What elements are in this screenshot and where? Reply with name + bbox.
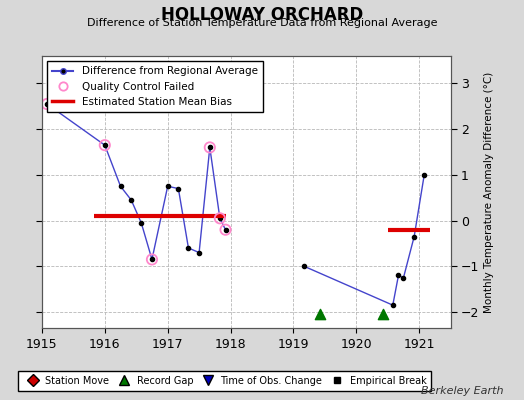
Quality Control Failed bbox=[101, 142, 109, 148]
Quality Control Failed bbox=[221, 226, 230, 233]
Difference from Regional Average bbox=[185, 246, 192, 250]
Text: Berkeley Earth: Berkeley Earth bbox=[421, 386, 503, 396]
Point bbox=[315, 311, 324, 318]
Text: Difference of Station Temperature Data from Regional Average: Difference of Station Temperature Data f… bbox=[87, 18, 437, 28]
Difference from Regional Average bbox=[175, 186, 181, 191]
Difference from Regional Average bbox=[44, 102, 50, 106]
Difference from Regional Average bbox=[206, 145, 213, 150]
Legend: Station Move, Record Gap, Time of Obs. Change, Empirical Break: Station Move, Record Gap, Time of Obs. C… bbox=[18, 371, 431, 391]
Point bbox=[378, 311, 387, 318]
Quality Control Failed bbox=[148, 256, 156, 263]
Difference from Regional Average bbox=[165, 184, 171, 189]
Y-axis label: Monthly Temperature Anomaly Difference (°C): Monthly Temperature Anomaly Difference (… bbox=[484, 71, 494, 313]
Difference from Regional Average bbox=[117, 184, 124, 189]
Difference from Regional Average bbox=[128, 198, 134, 202]
Line: Difference from Regional Average: Difference from Regional Average bbox=[45, 102, 227, 262]
Difference from Regional Average bbox=[138, 220, 145, 225]
Quality Control Failed bbox=[43, 101, 51, 107]
Difference from Regional Average bbox=[149, 257, 155, 262]
Text: HOLLOWAY ORCHARD: HOLLOWAY ORCHARD bbox=[161, 6, 363, 24]
Difference from Regional Average bbox=[217, 216, 223, 221]
Quality Control Failed bbox=[216, 215, 224, 222]
Difference from Regional Average bbox=[222, 227, 228, 232]
Quality Control Failed bbox=[205, 144, 214, 151]
Difference from Regional Average bbox=[102, 143, 108, 148]
Difference from Regional Average bbox=[196, 250, 202, 255]
